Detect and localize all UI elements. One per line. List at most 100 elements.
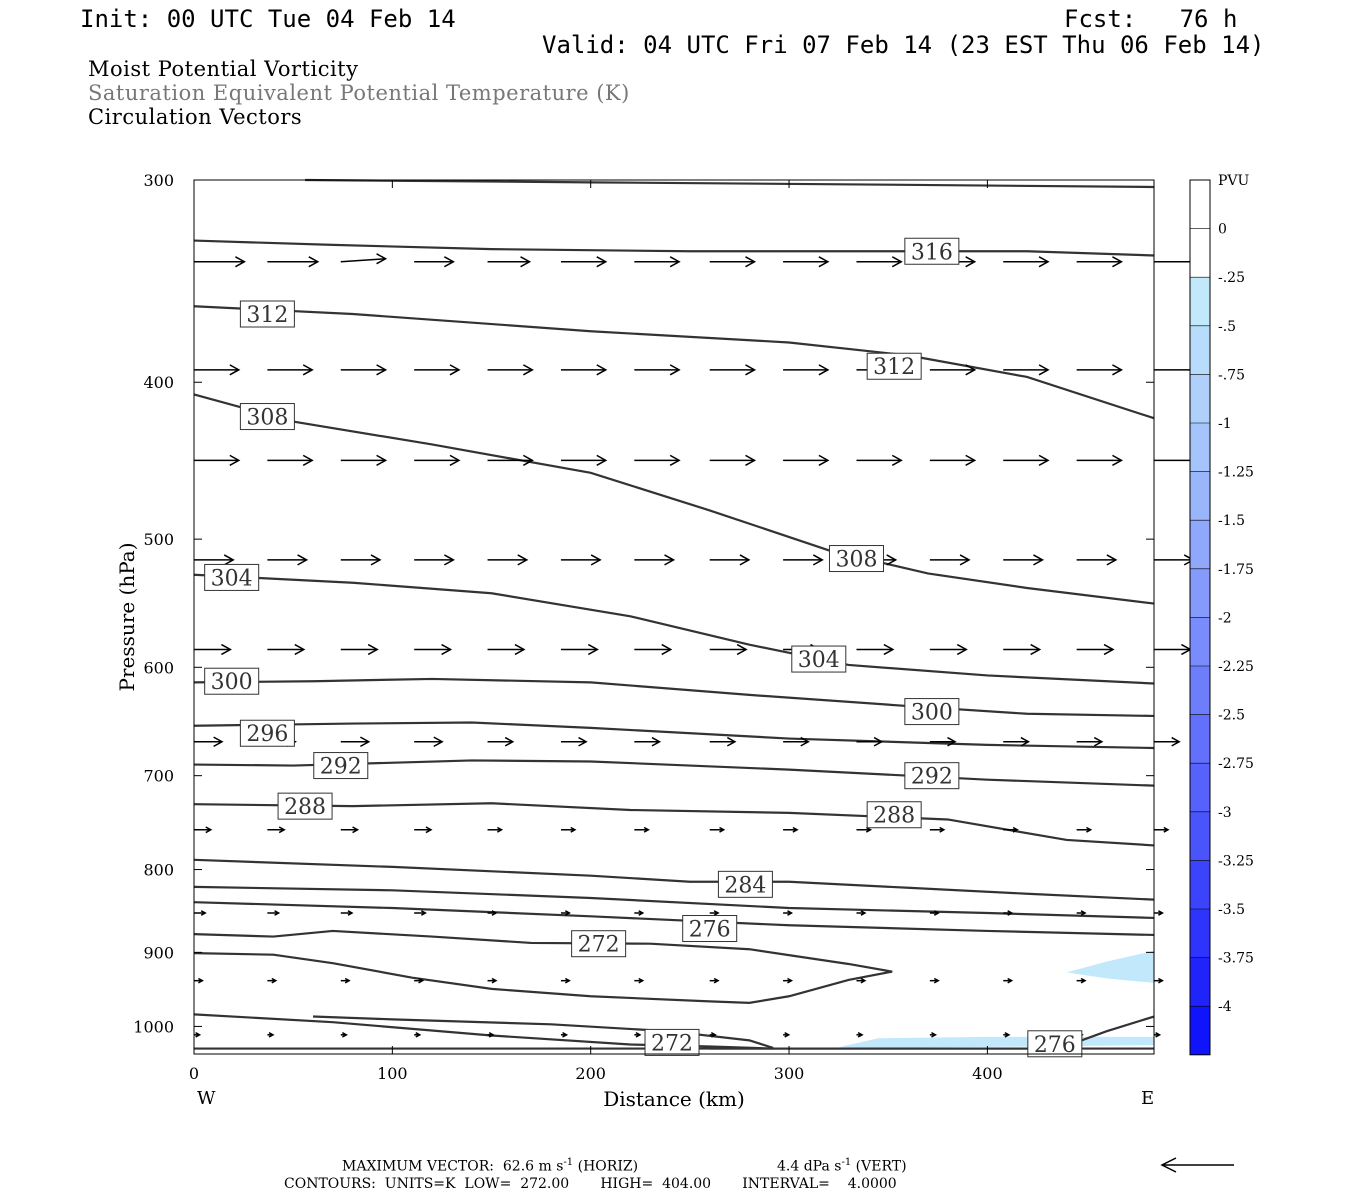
circulation-vector (929, 1031, 938, 1038)
circulation-vector (414, 554, 455, 566)
circulation-vector (1154, 554, 1195, 566)
horiz-exponent: -1 (563, 1157, 574, 1168)
circulation-vector (1154, 910, 1164, 916)
y-tick-label: 900 (143, 943, 174, 962)
theta-e-contour (193, 305, 1155, 420)
vector-head (736, 643, 748, 656)
contour-layer (193, 178, 1155, 1050)
circulation-vector (414, 977, 425, 984)
vector-shaft (340, 258, 386, 263)
circulation-vector (487, 256, 532, 268)
vector-head (418, 977, 425, 984)
colorbar-swatch (1190, 957, 1210, 1007)
vector-head (344, 977, 351, 984)
circulation-vector (487, 364, 534, 376)
circulation-vector (414, 910, 427, 916)
circulation-vector (929, 736, 957, 747)
contour-label: 304 (204, 563, 260, 591)
circulation-vector (487, 826, 504, 833)
y-tick-label: 800 (143, 861, 174, 880)
circulation-vector (709, 977, 720, 984)
vector-head (294, 643, 306, 656)
vector-head (302, 364, 314, 376)
circulation-vector (267, 256, 320, 268)
y-tick-label: 500 (143, 530, 174, 549)
vector-head (787, 910, 794, 916)
contour-label-text: 304 (211, 566, 253, 591)
circulation-vector (1154, 736, 1181, 747)
vector-head (441, 643, 453, 656)
circulation-vector (194, 454, 241, 466)
vector-head (520, 256, 532, 268)
circulation-vector (560, 364, 608, 376)
circulation-vector (194, 977, 204, 984)
circulation-vector (414, 454, 461, 466)
circulation-vector (560, 554, 602, 566)
vector-head (1012, 826, 1019, 833)
vector-head (564, 977, 571, 984)
circulation-vector (414, 643, 453, 656)
circulation-vector (414, 1031, 422, 1038)
contour-label-layer: 316 312 312 308 308 304 304 300 300 296 292 292 288 2… (204, 237, 1083, 1058)
contour-label-text: 300 (211, 670, 253, 695)
forecast-hour-label: Fcst: 76 h (1064, 5, 1238, 33)
colorbar-label: -2 (1218, 610, 1232, 626)
circulation-vector (487, 554, 529, 566)
vector-head (491, 910, 498, 916)
circulation-vector (1076, 643, 1115, 656)
colorbar: 0 -.25 -.5 -.75 -1 -1.25 -1.5 -1.75 -2 -2.25 -2.5 -… (1189, 179, 1254, 1056)
circulation-vector (709, 736, 737, 747)
vector-head (278, 826, 286, 834)
vector-head (342, 1031, 348, 1038)
circulation-vector (414, 736, 444, 748)
vector-head (517, 554, 529, 566)
colorbar-label: -.5 (1218, 319, 1236, 335)
vector-head (965, 364, 977, 376)
circulation-vector (1076, 256, 1124, 268)
vector-head (564, 910, 571, 916)
contour-label-text: 288 (873, 804, 915, 829)
x-tick-label: 400 (972, 1064, 1003, 1083)
colorbar-swatch (1190, 471, 1210, 521)
vector-head (596, 364, 608, 376)
pv-shading-layer (838, 950, 1154, 1048)
vector-head (1112, 364, 1124, 376)
vector-head (433, 736, 444, 748)
vector-head (1112, 454, 1124, 466)
colorbar-swatch (1190, 763, 1210, 812)
colorbar-swatch (1190, 568, 1210, 618)
field-title-mpv: Moist Potential Vorticity (88, 57, 359, 81)
x-axis-east-label: E (1141, 1088, 1154, 1109)
vector-head (664, 554, 676, 566)
contour-label: 312 (866, 352, 922, 380)
circulation-vector (709, 826, 726, 833)
circulation-vector (1076, 554, 1118, 566)
contour-label: 288 (866, 801, 922, 829)
vector-head (522, 364, 534, 376)
x-tick-label: 0 (189, 1064, 199, 1083)
contour-label-box (791, 645, 847, 673)
colorbar-swatch (1190, 617, 1210, 666)
circulation-vector (267, 364, 314, 376)
circulation-vector (267, 1031, 275, 1038)
circulation-vector (487, 736, 515, 747)
vector-head (745, 256, 757, 268)
vector-head (933, 977, 940, 984)
vector-head (1007, 977, 1014, 984)
vector-head (669, 454, 681, 466)
circulation-vector (340, 643, 379, 656)
circulation-vector (1154, 1031, 1162, 1038)
valid-time-label: Valid: 04 UTC Fri 07 Feb 14 (23 EST Thu … (542, 31, 1265, 59)
circulation-vector (783, 364, 830, 376)
vector-head (415, 1031, 422, 1038)
theta-e-contour (193, 929, 893, 1004)
circulation-vector (487, 977, 498, 984)
vector-head (491, 977, 498, 984)
circulation-vector (487, 910, 498, 916)
vector-head (367, 643, 379, 656)
max-vector-footer: MAXIMUM VECTOR: 62.6 m s-1 (HORIZ) (342, 1157, 638, 1175)
theta-e-contour (193, 573, 1155, 685)
contour-label: 288 (277, 792, 333, 820)
contour-label-box (313, 752, 369, 780)
